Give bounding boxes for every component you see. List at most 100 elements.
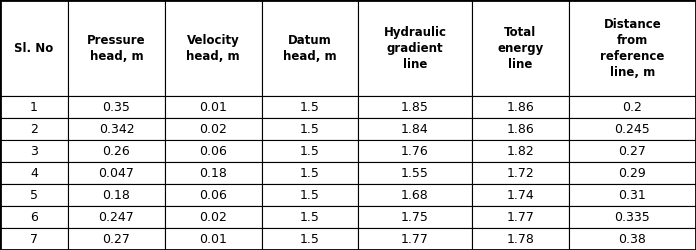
Bar	[165, 0, 262, 96]
Bar	[0, 184, 68, 206]
Bar	[569, 0, 696, 96]
Bar	[569, 140, 696, 162]
Bar	[472, 206, 569, 228]
Bar	[358, 118, 472, 140]
Text: Pressure
head, m: Pressure head, m	[87, 34, 145, 62]
Text: Total
energy
line: Total energy line	[497, 26, 544, 70]
Bar	[358, 228, 472, 250]
Text: 0.01: 0.01	[199, 232, 227, 245]
Bar	[0, 118, 68, 140]
Bar	[569, 206, 696, 228]
Bar	[262, 96, 358, 118]
Bar	[358, 162, 472, 184]
Bar	[569, 162, 696, 184]
Bar	[0, 96, 68, 118]
Bar	[165, 206, 262, 228]
Bar	[262, 206, 358, 228]
Bar	[569, 184, 696, 206]
Bar	[165, 162, 262, 184]
Text: 1.76: 1.76	[401, 145, 429, 158]
Bar	[0, 140, 68, 162]
Bar	[569, 96, 696, 118]
Text: 4: 4	[30, 166, 38, 179]
Text: Distance
from
reference
line, m: Distance from reference line, m	[600, 18, 665, 78]
Text: 0.18: 0.18	[102, 188, 130, 202]
Text: 0.047: 0.047	[99, 166, 134, 179]
Bar	[472, 0, 569, 96]
Text: 1.5: 1.5	[300, 145, 320, 158]
Text: 1: 1	[30, 101, 38, 114]
Text: Datum
head, m: Datum head, m	[283, 34, 337, 62]
Text: 1.5: 1.5	[300, 166, 320, 179]
Bar	[0, 206, 68, 228]
Text: 0.245: 0.245	[615, 123, 650, 136]
Text: 0.26: 0.26	[102, 145, 130, 158]
Bar	[358, 0, 472, 96]
Bar	[0, 228, 68, 250]
Text: 0.335: 0.335	[615, 210, 650, 224]
Text: Velocity
head, m: Velocity head, m	[187, 34, 240, 62]
Bar	[68, 118, 165, 140]
Bar	[472, 184, 569, 206]
Text: 0.38: 0.38	[618, 232, 646, 245]
Bar	[68, 162, 165, 184]
Text: 1.86: 1.86	[506, 123, 534, 136]
Text: 1.78: 1.78	[506, 232, 534, 245]
Text: 1.5: 1.5	[300, 210, 320, 224]
Text: 1.77: 1.77	[401, 232, 429, 245]
Text: 0.2: 0.2	[622, 101, 642, 114]
Text: 1.82: 1.82	[506, 145, 534, 158]
Text: 2: 2	[30, 123, 38, 136]
Text: 0.31: 0.31	[618, 188, 646, 202]
Text: 6: 6	[30, 210, 38, 224]
Bar	[358, 206, 472, 228]
Text: 0.27: 0.27	[102, 232, 130, 245]
Text: 1.86: 1.86	[506, 101, 534, 114]
Bar	[358, 96, 472, 118]
Text: 0.342: 0.342	[99, 123, 134, 136]
Bar	[165, 184, 262, 206]
Bar	[472, 118, 569, 140]
Bar	[262, 0, 358, 96]
Text: 1.84: 1.84	[401, 123, 429, 136]
Bar	[262, 228, 358, 250]
Bar	[358, 184, 472, 206]
Text: 0.02: 0.02	[199, 123, 227, 136]
Text: 0.18: 0.18	[199, 166, 227, 179]
Bar	[262, 162, 358, 184]
Text: 7: 7	[30, 232, 38, 245]
Text: 0.247: 0.247	[99, 210, 134, 224]
Text: 1.5: 1.5	[300, 188, 320, 202]
Bar	[68, 96, 165, 118]
Bar	[262, 184, 358, 206]
Bar	[165, 96, 262, 118]
Bar	[0, 0, 68, 96]
Bar	[68, 228, 165, 250]
Bar	[262, 118, 358, 140]
Bar	[165, 140, 262, 162]
Bar	[165, 228, 262, 250]
Text: 1.72: 1.72	[506, 166, 534, 179]
Bar	[68, 184, 165, 206]
Bar	[262, 140, 358, 162]
Bar	[472, 162, 569, 184]
Bar	[165, 118, 262, 140]
Bar	[0, 162, 68, 184]
Text: 0.02: 0.02	[199, 210, 227, 224]
Text: 1.74: 1.74	[506, 188, 534, 202]
Text: 1.68: 1.68	[401, 188, 429, 202]
Bar	[68, 0, 165, 96]
Bar	[68, 140, 165, 162]
Bar	[358, 140, 472, 162]
Text: 0.01: 0.01	[199, 101, 227, 114]
Bar	[472, 228, 569, 250]
Text: Sl. No: Sl. No	[15, 42, 54, 55]
Text: 5: 5	[30, 188, 38, 202]
Text: 1.5: 1.5	[300, 123, 320, 136]
Bar	[569, 118, 696, 140]
Text: 0.06: 0.06	[199, 188, 227, 202]
Text: 1.5: 1.5	[300, 101, 320, 114]
Text: 0.29: 0.29	[618, 166, 646, 179]
Text: 1.5: 1.5	[300, 232, 320, 245]
Bar	[472, 140, 569, 162]
